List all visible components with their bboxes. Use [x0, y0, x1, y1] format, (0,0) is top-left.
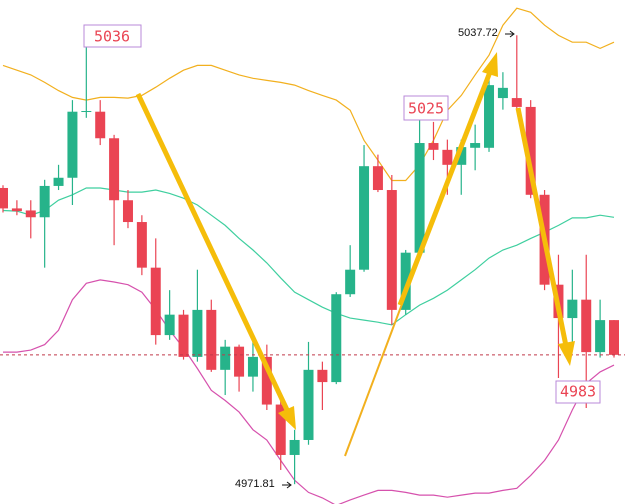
candle-body — [220, 346, 231, 370]
high-label: 5036 — [94, 28, 130, 46]
candle-body — [136, 222, 147, 268]
candle-body — [11, 208, 22, 212]
label-box — [403, 95, 449, 121]
candle-body — [303, 369, 314, 440]
high-label: 5025 — [408, 100, 444, 118]
arrow-head — [482, 52, 498, 77]
price-label: 4983 — [555, 380, 601, 404]
candle-body — [317, 369, 328, 383]
candle-body — [525, 106, 536, 195]
candle-body — [567, 299, 578, 319]
label-arrow — [505, 30, 515, 38]
candle-body — [261, 356, 272, 405]
candle-body — [150, 267, 161, 336]
candle-body — [53, 177, 64, 186]
label-box — [83, 24, 142, 48]
candle-body — [67, 111, 78, 178]
candle-body — [372, 166, 383, 191]
candle-body — [428, 143, 439, 150]
candle-body — [484, 85, 495, 148]
candle-body — [400, 252, 411, 310]
candle-body — [609, 320, 619, 355]
candle-body — [331, 294, 342, 383]
candle-body — [178, 314, 189, 357]
candle-body — [0, 187, 8, 209]
candle-body — [595, 320, 606, 353]
candle-body — [192, 309, 203, 357]
extreme-label: 5037.72 — [458, 27, 515, 39]
candle-body — [122, 200, 133, 223]
candle-body — [581, 299, 592, 353]
arrow-shaft — [397, 71, 493, 306]
candle-body — [359, 166, 370, 270]
band-line — [3, 279, 615, 504]
candle-body — [456, 147, 467, 165]
candle-body — [511, 98, 522, 107]
extreme-label: 4971.81 — [235, 478, 292, 490]
band-line — [2, 7, 615, 182]
candle-body — [109, 138, 120, 201]
candle-body — [275, 404, 286, 455]
candle-body — [164, 314, 175, 336]
candle-body — [206, 309, 217, 370]
candle-body — [95, 111, 106, 139]
candle-body — [81, 111, 92, 113]
band-line — [2, 187, 615, 326]
candle-body — [247, 356, 258, 377]
max-label: 5037.72 — [458, 27, 498, 39]
candle-body — [39, 185, 50, 218]
price-label: 5036 — [83, 24, 142, 48]
candle-body — [25, 210, 36, 218]
candle-body — [442, 149, 453, 165]
price-label: 5025 — [403, 95, 449, 121]
min-label: 4971.81 — [235, 478, 275, 490]
low-label: 4983 — [560, 383, 596, 401]
trend-arrows — [135, 52, 575, 457]
candle-body — [234, 346, 245, 377]
label-arrow — [282, 481, 292, 489]
candle-body — [386, 190, 397, 310]
arrow-shaft — [135, 92, 291, 414]
label-box — [555, 380, 601, 404]
candle-body — [497, 87, 508, 99]
candle-body — [345, 269, 356, 295]
candle-body — [289, 439, 300, 455]
candle-body — [414, 143, 425, 253]
candle-body — [470, 143, 481, 148]
bands — [2, 7, 615, 504]
candles — [0, 35, 625, 485]
arrow-shaft — [515, 107, 569, 347]
arrow-head — [558, 341, 575, 366]
arrow-head — [278, 406, 296, 430]
